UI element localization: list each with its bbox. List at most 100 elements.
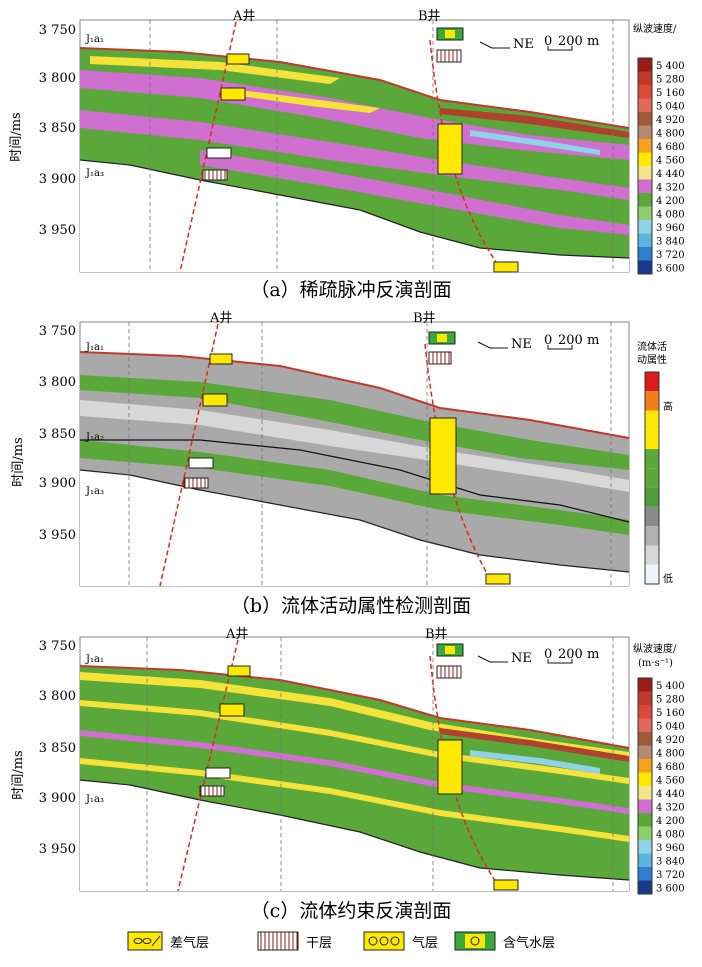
tick: 3 800 [39, 375, 76, 390]
well-a-label: A井 [209, 311, 232, 326]
y-axis-label: 时间/ms [11, 437, 26, 486]
panel-a: 时间/ms 3 750 3 800 3 850 3 900 3 950 [9, 9, 685, 301]
colorbar-tick: 4 080 [656, 209, 685, 220]
legend-low: 低 [663, 572, 673, 585]
colorbar-frame [637, 677, 653, 895]
legend-label: 干层 [306, 936, 332, 951]
layer-label-mid: J₁a₂ [85, 432, 104, 443]
poor-gas-symbol [127, 931, 163, 951]
colorbar-frame [637, 57, 653, 275]
legend-label: 气层 [412, 935, 438, 951]
attribute-section [79, 351, 630, 586]
well-a-markers [199, 665, 251, 797]
velocity-colorbar: 5 400 5 280 5 160 5 040 4 920 4 800 4 680 4 560… [637, 57, 685, 275]
colorbar-swatch [645, 526, 659, 546]
colorbar-swatch [638, 840, 652, 854]
tick: 3 750 [39, 23, 76, 38]
direction-arrow [479, 41, 510, 49]
y-ticks: 3 750 3 800 3 850 3 900 3 950 [39, 639, 76, 857]
colorbar-tick: 5 160 [656, 88, 685, 99]
layer-label-bottom: J₁a₃ [85, 794, 104, 805]
colorbar-tick: 5 280 [656, 74, 685, 85]
colorbar-swatch [645, 468, 659, 488]
attribute-colorbar [644, 371, 660, 585]
tick: 3 850 [39, 741, 76, 756]
layer-label-bottom: J₁a₃ [85, 168, 104, 179]
tick: 3 900 [39, 172, 76, 187]
tick: 3 850 [39, 121, 76, 136]
direction-label: NE [513, 37, 534, 52]
colorbar-swatch [638, 220, 652, 234]
tick: 3 800 [39, 71, 76, 86]
direction-arrow [477, 655, 508, 663]
colorbar-swatch [638, 247, 652, 261]
colorbar-tick: 4 200 [656, 196, 685, 207]
colorbar-tick: 3 960 [656, 843, 685, 854]
colorbar-swatch [645, 391, 659, 411]
legend-label: 含气水层 [503, 935, 555, 951]
colorbar-tick: 4 920 [656, 115, 685, 126]
velocity-colorbar: 5 400 5 280 5 160 5 040 4 920 4 800 4 680 4 560… [637, 677, 685, 895]
colorbar-tick: 3 600 [656, 883, 685, 894]
colorbar-tick: 4 920 [656, 735, 685, 746]
colorbar-swatch [638, 867, 652, 881]
scale-bar [547, 46, 573, 51]
grid-lines [128, 322, 612, 586]
well-b-trajectory [424, 343, 493, 583]
well-a-label: A井 [225, 627, 248, 642]
colorbar-swatch [638, 799, 652, 813]
colorbar-tick: 4 440 [656, 169, 685, 180]
colorbar-tick: 3 840 [656, 856, 685, 867]
seismic-section [79, 47, 630, 272]
layer-label-bottom: J₁a₃ [85, 486, 104, 497]
tick: 3 750 [39, 324, 76, 339]
colorbar-tick: 5 160 [656, 708, 685, 719]
scale-value: 200 m [558, 647, 599, 662]
colorbar-tick: 5 040 [656, 101, 685, 112]
colorbar-swatch [638, 880, 652, 894]
legend-title: 纵波速度/ [633, 642, 677, 655]
legend-item-gas-water: 含气水层 [454, 931, 555, 951]
tick: 3 950 [39, 842, 76, 857]
colorbar-swatch [645, 564, 659, 584]
well-a-trajectory [159, 323, 219, 587]
colorbar-swatch [638, 260, 652, 274]
colorbar-swatch [638, 745, 652, 759]
scale-zero: 0 [544, 333, 552, 348]
legend-subtitle: 动属性 [637, 353, 667, 366]
legend-unit: (m·s⁻¹) [638, 658, 673, 669]
tick: 3 900 [39, 476, 76, 491]
direction-label: NE [511, 651, 532, 666]
colorbar-tick: 5 280 [656, 694, 685, 705]
legend-title: 纵波速度/ [633, 22, 677, 35]
colorbar-swatch [638, 112, 652, 126]
colorbar-swatch [638, 166, 652, 180]
y-axis-label: 时间/ms [9, 112, 24, 161]
layer-label-top: J₁a₁ [85, 342, 104, 353]
scale-zero: 0 [544, 34, 552, 49]
colorbar-swatch [638, 691, 652, 705]
caption-a: （a）稀疏脉冲反演剖面 [250, 279, 451, 301]
colorbar-swatch [638, 233, 652, 247]
colorbar-tick: 3 600 [656, 263, 685, 274]
legend-title: 流体活 [637, 340, 667, 353]
dry-layer-symbol [257, 931, 299, 951]
gas-layer-symbol [363, 931, 405, 951]
colorbar-swatch [638, 718, 652, 732]
colorbar-frame [644, 371, 660, 585]
colorbar-swatch [638, 179, 652, 193]
legend-label: 差气层 [170, 935, 209, 951]
colorbar-swatch [638, 85, 652, 99]
colorbar-swatch [638, 705, 652, 719]
layer-label-top: J₁a₁ [85, 34, 104, 45]
colorbar-swatch [645, 410, 659, 430]
colorbar-swatch [638, 125, 652, 139]
colorbar-tick: 4 320 [656, 802, 685, 813]
direction-arrow [477, 341, 508, 349]
tick: 3 950 [39, 528, 76, 543]
colorbar-swatch [645, 429, 659, 450]
well-a-markers [202, 53, 250, 181]
colorbar-swatch [638, 786, 652, 800]
colorbar-swatch [638, 139, 652, 153]
